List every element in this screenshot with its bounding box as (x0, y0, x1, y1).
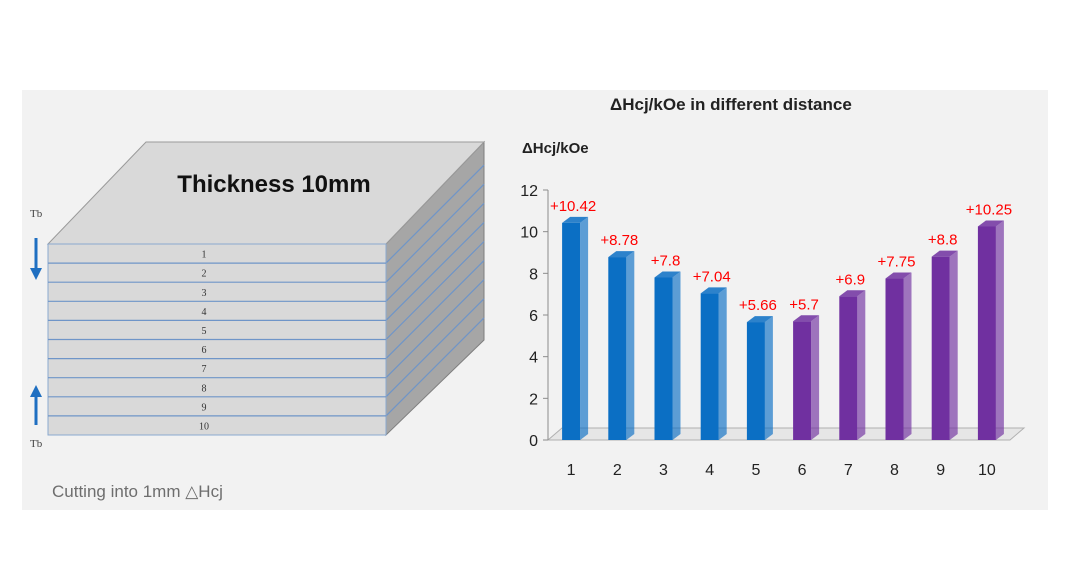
layer-number-5: 5 (202, 326, 207, 337)
side-layer-line (385, 241, 485, 340)
layer-number-3: 3 (202, 288, 207, 299)
top-tb-label: Tb (30, 208, 43, 220)
bar-top (700, 287, 727, 294)
side-layer-line (385, 260, 485, 360)
bar-top (746, 316, 773, 323)
bar-top (654, 271, 681, 278)
bar-side (764, 316, 773, 440)
x-tick-label: 1 (567, 462, 576, 479)
bar-7 (839, 296, 858, 440)
chart-title: ΔHcj/kOe in different distance (610, 95, 852, 114)
bar-side (811, 315, 820, 440)
arrow-down-icon (30, 238, 42, 280)
bar-5 (746, 322, 765, 440)
data-label: +10.42 (550, 198, 596, 215)
bar-top (839, 290, 866, 297)
x-tick-label: 2 (613, 462, 622, 479)
side-layer-line (385, 298, 485, 398)
front-face-layer-lines (48, 262, 386, 417)
x-tick-label: 7 (844, 462, 853, 479)
side-layer-line (385, 202, 485, 302)
bar-side (626, 251, 635, 440)
bar-4 (700, 293, 719, 440)
chart-bars (562, 216, 1004, 440)
layer-numbers: 1 2 3 4 5 6 7 8 9 10 (199, 250, 209, 433)
data-label: +8.8 (928, 232, 958, 249)
layer-number-9: 9 (202, 402, 207, 413)
layer-number-4: 4 (202, 307, 207, 318)
y-tick-label: 12 (520, 183, 538, 200)
x-tick-label: 4 (705, 462, 714, 479)
x-tick-label: 6 (798, 462, 807, 479)
side-layer-line (385, 183, 485, 283)
data-label: +5.66 (739, 297, 777, 314)
layer-number-6: 6 (202, 345, 207, 356)
bar-9 (931, 256, 950, 440)
chart-data-labels: +10.42+8.78 +7.8 +7.04 +5.66 +5.7 +6.9 +7.75 +8… (550, 198, 1012, 314)
y-tick-label: 2 (529, 391, 538, 408)
side-face-layer-lines (385, 164, 485, 417)
bar-2 (608, 257, 627, 440)
bar-top (608, 251, 635, 258)
layer-number-7: 7 (202, 364, 207, 375)
side-layer-line (385, 279, 485, 379)
layer-number-8: 8 (202, 383, 207, 394)
x-tick-label: 10 (978, 462, 996, 479)
data-label: +7.75 (878, 254, 916, 271)
bar-8 (885, 278, 904, 440)
x-tick-label: 5 (751, 462, 760, 479)
cutting-caption: Cutting into 1mm △Hcj (52, 482, 223, 501)
thickness-label: Thickness 10mm (177, 171, 370, 198)
y-tick-label: 0 (529, 433, 538, 450)
data-label: +7.04 (693, 268, 731, 285)
bar-top (793, 315, 820, 322)
bar-side (995, 220, 1004, 440)
data-label: +6.9 (835, 271, 865, 288)
layer-number-1: 1 (202, 250, 207, 261)
arrow-up-icon (30, 385, 42, 425)
bar-side (903, 272, 912, 440)
bar-side (949, 250, 958, 440)
bar-10 (977, 226, 996, 440)
side-layer-line (385, 317, 485, 417)
x-tick-label: 8 (890, 462, 899, 479)
bar-3 (654, 277, 673, 440)
bottom-tb-label: Tb (30, 438, 43, 450)
x-tick-label: 9 (936, 462, 945, 479)
bar-side (857, 290, 866, 440)
bar-top (562, 216, 589, 223)
data-label: +7.8 (651, 253, 681, 270)
bar-side (672, 271, 681, 440)
data-label: +8.78 (600, 232, 638, 249)
x-tick-label: 3 (659, 462, 668, 479)
layer-number-10: 10 (199, 421, 209, 432)
side-layer-line (385, 221, 485, 321)
bar-side (580, 216, 589, 440)
y-tick-label: 6 (529, 308, 538, 325)
y-axis-label: ΔHcj/kOe (522, 140, 589, 157)
data-label: +5.7 (789, 296, 819, 313)
bar-1 (562, 222, 581, 440)
layer-number-2: 2 (202, 269, 207, 280)
bar-top (977, 220, 1004, 227)
bar-top (931, 250, 958, 257)
side-layer-line (385, 164, 485, 264)
y-tick-label: 10 (520, 225, 538, 242)
data-label: +10.25 (966, 201, 1012, 218)
bar-side (718, 287, 727, 440)
bar-6 (793, 321, 812, 440)
y-tick-label: 4 (529, 350, 538, 367)
bar-top (885, 272, 912, 279)
y-tick-label: 8 (529, 266, 538, 283)
